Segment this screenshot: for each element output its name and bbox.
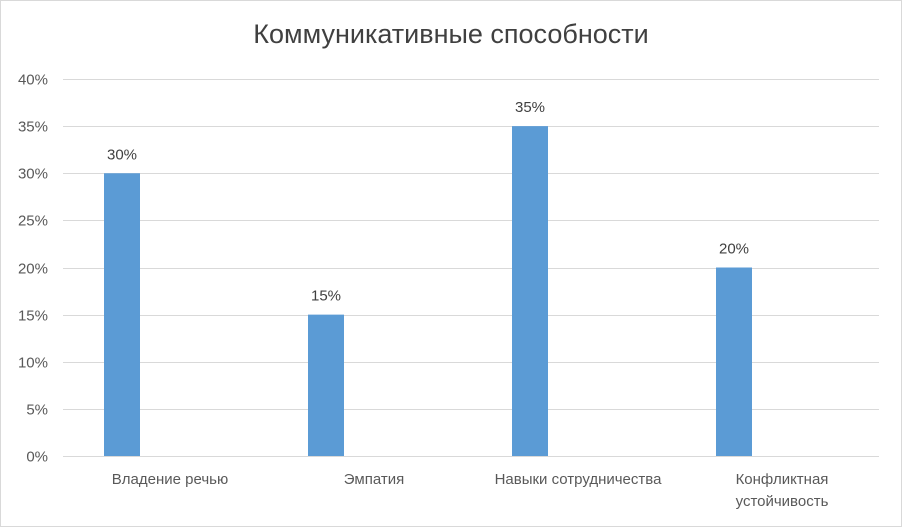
x-tick-label: Эмпатия	[344, 471, 404, 488]
data-label: 35%	[515, 99, 545, 116]
bars	[104, 126, 752, 456]
bar	[716, 267, 752, 456]
y-tick-label: 20%	[18, 261, 48, 278]
data-label: 20%	[719, 241, 749, 258]
data-labels: 30% 15% 35% 20%	[107, 99, 749, 305]
x-tick-label: Навыки сотрудничества	[495, 471, 663, 488]
bar	[512, 126, 548, 456]
gridlines	[63, 79, 879, 457]
data-label: 30%	[107, 146, 137, 163]
bar	[308, 314, 344, 456]
y-tick-label: 15%	[18, 308, 48, 325]
y-tick-label: 5%	[26, 402, 48, 419]
x-tick-label: Владение речью	[112, 471, 228, 488]
y-tick-label: 30%	[18, 166, 48, 183]
chart-title: Коммуникативные способности	[253, 19, 649, 49]
x-axis-labels: Владение речью Эмпатия Навыки сотрудничест…	[112, 471, 829, 510]
bar	[104, 173, 140, 456]
data-label: 15%	[311, 288, 341, 305]
y-tick-label: 35%	[18, 119, 48, 136]
x-tick-label: Конфликтная устойчивость	[736, 471, 829, 510]
y-tick-label: 40%	[18, 72, 48, 89]
y-tick-label: 10%	[18, 355, 48, 372]
y-tick-label: 0%	[26, 449, 48, 466]
y-tick-label: 25%	[18, 213, 48, 230]
y-axis-ticks: 0% 5% 10% 15% 20% 25% 30% 35% 40%	[18, 72, 48, 466]
